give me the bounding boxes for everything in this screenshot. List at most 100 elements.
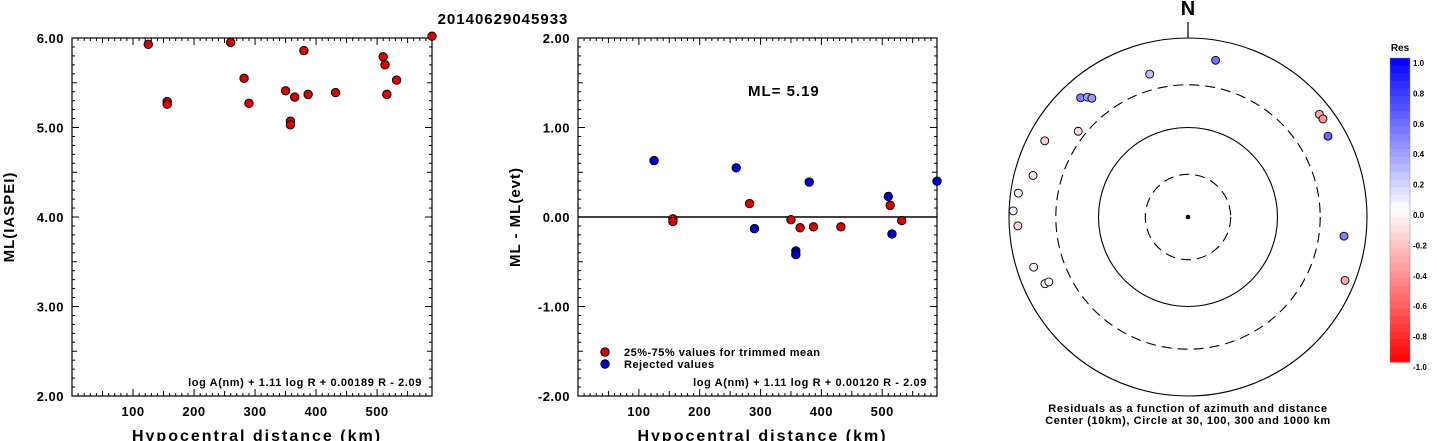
plot-frame	[71, 37, 433, 397]
y-axis-label: ML - ML(evt)	[507, 167, 524, 267]
x-tick-label: 500	[871, 404, 894, 419]
y-tick-label: -1.00	[538, 300, 570, 315]
colorbar-segment	[1390, 263, 1410, 272]
station-residual-point	[1323, 131, 1333, 141]
data-point	[303, 89, 313, 100]
colorbar-segment	[1390, 202, 1410, 211]
epicenter-dot	[1185, 214, 1191, 220]
colorbar-segment	[1390, 308, 1410, 317]
colorbar-segment	[1390, 346, 1410, 355]
x-axis-label: Hypocentral distance (km)	[132, 428, 382, 441]
colorbar-segment	[1390, 126, 1410, 135]
colorbar-tick-label: -0.8	[1413, 333, 1427, 342]
colorbar-segment	[1390, 141, 1410, 150]
data-point	[225, 37, 236, 48]
magnitude-formula: log A(nm) + 1.11 log R + 0.00189 R - 2.0…	[188, 377, 422, 389]
station-residual-point	[1028, 171, 1038, 180]
station-residual-point	[1339, 231, 1349, 241]
colorbar-segment	[1390, 217, 1410, 226]
colorbar-segment	[1390, 73, 1410, 82]
data-point	[244, 98, 254, 109]
colorbar-tick-label: -0.2	[1413, 241, 1427, 250]
colorbar-tick-label: 0.2	[1413, 181, 1425, 190]
colorbar-segment	[1390, 111, 1410, 120]
colorbar-segment	[1390, 118, 1410, 127]
data-point	[382, 89, 392, 100]
data-point	[808, 222, 819, 232]
data-point	[897, 215, 907, 226]
station-residual-point	[1013, 221, 1023, 231]
y-tick-label: 2.00	[543, 31, 570, 46]
colorbar-segment	[1390, 232, 1410, 241]
data-point	[887, 229, 897, 239]
y-axis-label: ML(IASPEI)	[1, 172, 18, 263]
x-tick-label: 500	[365, 404, 388, 419]
y-tick-label: 6.00	[37, 31, 64, 46]
colorbar-tick-label: 0.0	[1413, 211, 1425, 220]
figure-title: 20140629045933	[438, 11, 569, 28]
x-tick-label: 200	[182, 404, 205, 419]
data-point	[162, 99, 172, 109]
residual-vs-distance-panel: 100 200 300 400 500 -2.00 -1.00 0.00 1.00 2.00 Hyp…	[507, 31, 942, 441]
x-tick-label: 200	[688, 404, 711, 419]
data-point	[883, 191, 894, 202]
caption-line-2: Center (10km), Circle at 30, 100, 300 an…	[1045, 415, 1331, 427]
x-tick-label: 100	[121, 404, 144, 419]
data-point	[143, 39, 153, 49]
data-point	[239, 73, 249, 83]
magnitude-formula: log A(nm) + 1.11 log R + 0.00120 R - 2.0…	[693, 377, 927, 389]
distance-ring-100km	[1097, 126, 1279, 308]
data-point	[330, 87, 341, 98]
colorbar-segment	[1390, 96, 1410, 105]
station-residual-point	[1087, 93, 1097, 103]
data-point	[795, 223, 805, 233]
colorbar-segment	[1390, 331, 1410, 340]
x-tick-label: 300	[749, 404, 772, 419]
x-axis-label: Hypocentral distance (km)	[637, 428, 887, 441]
colorbar-segment	[1390, 103, 1410, 112]
legend-label: Rejected values	[624, 359, 715, 371]
legend-label: 25%-75% values for trimmed mean	[624, 347, 820, 359]
colorbar-segment	[1390, 293, 1410, 302]
distance-ring-300km	[1055, 84, 1321, 350]
station-residual-point	[1073, 126, 1083, 136]
colorbar-segment	[1390, 88, 1410, 97]
colorbar-segment	[1390, 301, 1410, 310]
colorbar-segment	[1390, 149, 1410, 158]
data-point	[649, 155, 659, 166]
colorbar-tick-label: -1.0	[1413, 363, 1427, 372]
station-residual-point	[1318, 114, 1328, 124]
data-point	[380, 60, 390, 70]
colorbar-tick-label: 0.6	[1413, 120, 1425, 129]
station-residual-point	[1008, 206, 1018, 216]
station-residual-point	[1044, 277, 1054, 287]
ml-vs-distance-panel: 100 200 300 400 500 2.00 3.00 4.00 5.00 6.00 Hypoc…	[1, 31, 437, 441]
data-point	[280, 86, 291, 96]
data-point	[299, 45, 309, 56]
colorbar-segment	[1390, 187, 1410, 196]
azimuth-residual-panel: N Residuals as a function of azimuth and …	[1008, 0, 1427, 427]
x-tick-label: 100	[627, 404, 650, 419]
colorbar-segment	[1390, 240, 1410, 249]
data-point	[749, 223, 760, 234]
colorbar-segment	[1390, 179, 1410, 188]
colorbar-tick-label: 0.8	[1413, 89, 1425, 98]
colorbar-segment	[1390, 248, 1410, 257]
data-point	[791, 249, 801, 260]
colorbar-segment	[1390, 65, 1410, 74]
legend-marker	[600, 347, 610, 357]
station-residual-point	[1340, 275, 1350, 285]
station-residual-point	[1040, 136, 1050, 146]
y-tick-label: 3.00	[37, 300, 64, 315]
colorbar-segment	[1390, 156, 1410, 165]
colorbar-segment	[1390, 134, 1410, 143]
data-point	[836, 222, 846, 232]
x-tick-label: 400	[810, 404, 833, 419]
colorbar-segment	[1390, 194, 1410, 203]
data-point	[804, 177, 814, 187]
data-point	[290, 92, 300, 102]
colorbar-segment	[1390, 210, 1410, 219]
data-point	[786, 214, 796, 225]
y-tick-label: 5.00	[37, 121, 64, 136]
y-tick-label: 2.00	[37, 389, 64, 404]
